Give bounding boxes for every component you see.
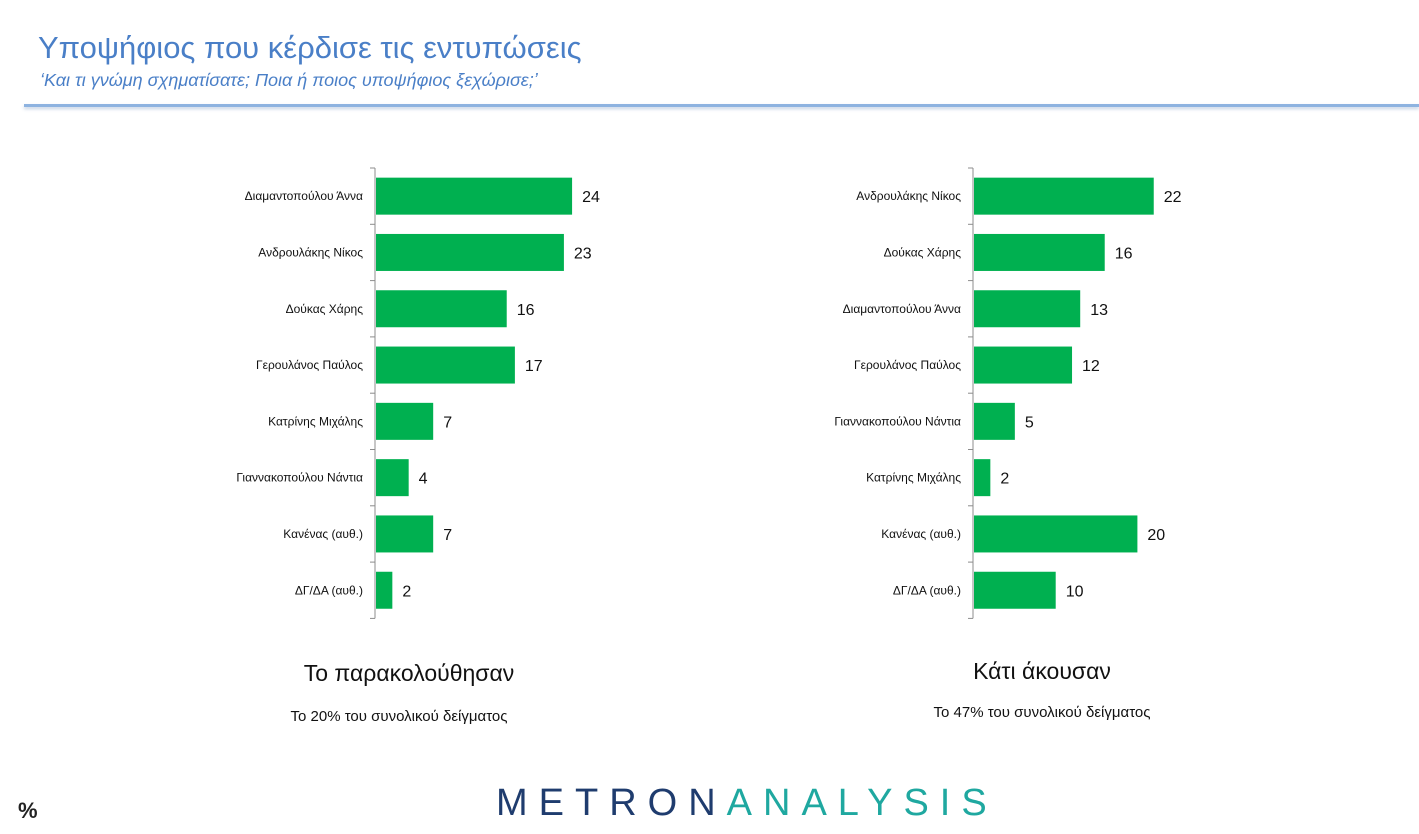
bar	[376, 290, 507, 328]
data-label: 16	[1115, 245, 1133, 262]
bar	[974, 515, 1138, 553]
data-label: 22	[1164, 189, 1182, 206]
data-label: 13	[1090, 302, 1108, 319]
data-label: 12	[1082, 358, 1100, 375]
category-label: Κατρίνης Μιχάλης	[268, 414, 363, 428]
bar	[376, 571, 393, 609]
chart-watched: Διαμαντοπούλου Άννα 24 Ανδρουλάκης Νίκος 23…	[0, 167, 620, 620]
data-label: 20	[1147, 527, 1165, 544]
header-divider	[24, 104, 1419, 107]
category-label: Ανδρουλάκης Νίκος	[856, 189, 961, 203]
category-label: Διαμαντοπούλου Άννα	[245, 189, 363, 203]
data-label: 7	[443, 414, 452, 431]
bar	[974, 290, 1081, 328]
chart-watched-title: Το παρακολούθησαν	[303, 660, 515, 686]
bar	[974, 233, 1105, 271]
data-label: 17	[525, 358, 543, 375]
logo-metron: METRON	[496, 782, 727, 824]
category-label: Κανένας (αυθ.)	[283, 527, 363, 541]
category-label: Γερουλάνος Παύλος	[854, 358, 961, 372]
chart-heard-svg: Ανδρουλάκης Νίκος 22 Δούκας Χάρης 16 Διαμαντ…	[834, 167, 1182, 619]
logo-analysis: ANALYSIS	[726, 782, 998, 824]
bar	[376, 402, 434, 440]
chart-heard: Ανδρουλάκης Νίκος 22 Δούκας Χάρης 16 Διαμαντ…	[598, 167, 1218, 620]
data-label: 24	[582, 189, 600, 206]
bar	[974, 571, 1056, 609]
category-label: Κανένας (αυθ.)	[881, 527, 961, 541]
category-label: Κατρίνης Μιχάλης	[866, 471, 961, 485]
bar	[376, 515, 434, 553]
bar	[376, 459, 409, 497]
data-label: 10	[1066, 583, 1084, 600]
category-label: Δούκας Χάρης	[286, 302, 364, 316]
bar	[974, 177, 1154, 215]
data-label: 5	[1025, 414, 1034, 431]
category-label: ΔΓ/ΔΑ (αυθ.)	[295, 583, 363, 597]
bar	[974, 346, 1073, 384]
unit-label: %	[18, 798, 38, 823]
page-subtitle: ‘Και τι γνώμη σχηματίσατε; Ποια ή ποιος …	[40, 70, 538, 90]
bar	[376, 177, 573, 215]
data-label: 2	[402, 583, 411, 600]
bar	[376, 233, 564, 271]
category-label: Γερουλάνος Παύλος	[256, 358, 363, 372]
chart-heard-title: Κάτι άκουσαν	[973, 658, 1111, 684]
metron-analysis-logo: METRONANALYSIS	[496, 782, 998, 825]
data-label: 16	[517, 302, 535, 319]
page-title: Υποψήφιος που κέρδισε τις εντυπώσεις	[38, 30, 582, 65]
data-label: 7	[443, 527, 452, 544]
data-label: 2	[1000, 471, 1009, 488]
bar	[974, 402, 1015, 440]
chart-watched-subtitle: Το 20% του συνολικού δείγματος	[290, 708, 508, 725]
category-label: Γιαννακοπούλου Νάντια	[834, 414, 961, 428]
category-label: Δούκας Χάρης	[884, 245, 962, 259]
category-label: Διαμαντοπούλου Άννα	[843, 302, 961, 316]
category-label: Ανδρουλάκης Νίκος	[258, 245, 363, 259]
data-label: 4	[419, 471, 428, 488]
chart-heard-subtitle: Το 47% του συνολικού δείγματος	[933, 704, 1151, 721]
bar	[974, 459, 991, 497]
category-label: ΔΓ/ΔΑ (αυθ.)	[893, 583, 961, 597]
category-label: Γιαννακοπούλου Νάντια	[236, 471, 363, 485]
bar	[376, 346, 515, 384]
data-label: 23	[574, 245, 592, 262]
